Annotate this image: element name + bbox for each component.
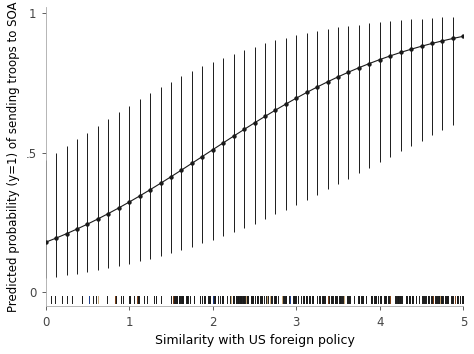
Point	[313, 84, 321, 90]
Point	[449, 36, 457, 41]
Point	[73, 226, 81, 232]
Point	[157, 181, 164, 186]
Point	[397, 50, 404, 55]
Point	[209, 147, 217, 153]
Point	[94, 216, 101, 222]
Point	[146, 187, 154, 193]
Point	[418, 44, 425, 49]
Point	[240, 127, 248, 132]
X-axis label: Similarity with US foreign policy: Similarity with US foreign policy	[155, 334, 355, 347]
Point	[282, 101, 290, 107]
Point	[407, 46, 415, 52]
Point	[324, 79, 331, 85]
Point	[126, 199, 133, 205]
Point	[105, 211, 112, 216]
Point	[83, 221, 91, 227]
Point	[365, 61, 373, 66]
Point	[386, 53, 394, 59]
Point	[439, 38, 447, 44]
Point	[63, 231, 70, 236]
Point	[52, 235, 60, 241]
Point	[261, 114, 269, 119]
Point	[355, 65, 363, 70]
Point	[345, 69, 352, 75]
Point	[292, 95, 300, 101]
Y-axis label: Predicted probability (y=1) of sending troops to SOA: Predicted probability (y=1) of sending t…	[7, 1, 20, 312]
Point	[272, 107, 279, 113]
Point	[460, 33, 467, 39]
Point	[428, 41, 436, 46]
Point	[167, 174, 175, 179]
Point	[303, 90, 310, 95]
Point	[188, 160, 196, 166]
Point	[115, 205, 123, 211]
Point	[219, 140, 227, 146]
Point	[230, 133, 237, 139]
Point	[376, 57, 383, 62]
Point	[42, 239, 49, 245]
Point	[199, 154, 206, 159]
Point	[136, 193, 144, 199]
Point	[178, 167, 185, 173]
Point	[251, 120, 258, 126]
Point	[334, 74, 342, 80]
